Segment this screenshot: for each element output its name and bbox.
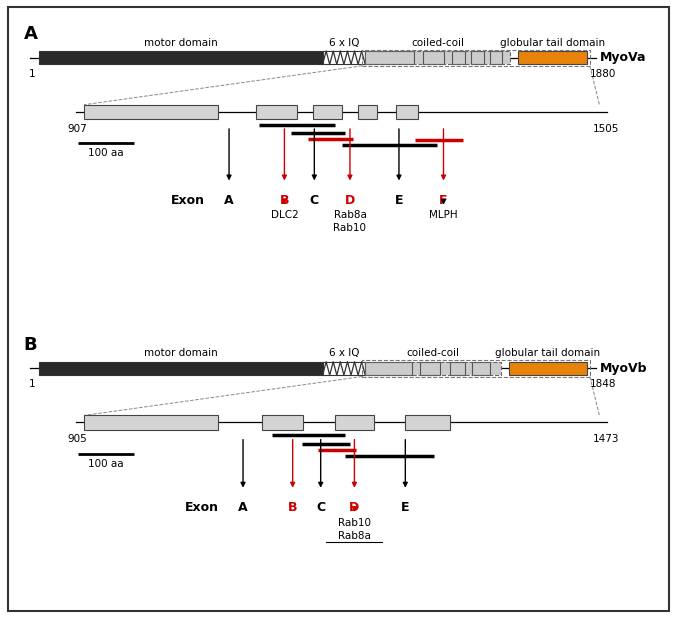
Text: globular tail domain: globular tail domain [496, 349, 600, 358]
Bar [357, 104, 376, 119]
Bar [39, 51, 323, 64]
Text: F: F [439, 193, 447, 206]
Bar [420, 362, 440, 375]
Text: coiled-coil: coiled-coil [411, 38, 464, 48]
Text: B: B [280, 193, 289, 206]
Bar [256, 104, 297, 119]
Text: 1: 1 [28, 379, 35, 389]
Bar [422, 51, 443, 64]
Text: C: C [310, 193, 319, 206]
Text: 100 aa: 100 aa [88, 148, 123, 158]
Bar [472, 362, 490, 375]
Text: 6 x IQ: 6 x IQ [328, 38, 359, 48]
Text: Exon: Exon [185, 501, 219, 514]
Bar [39, 362, 323, 375]
Text: motor domain: motor domain [144, 349, 218, 358]
Text: globular tail domain: globular tail domain [500, 38, 605, 48]
Text: 1473: 1473 [592, 434, 619, 444]
Bar [84, 415, 217, 430]
Text: 1505: 1505 [592, 124, 619, 133]
Bar [365, 362, 412, 375]
Text: Rab8a: Rab8a [338, 531, 371, 541]
Text: A: A [224, 193, 234, 206]
Bar [396, 104, 418, 119]
Text: MyoVa: MyoVa [599, 51, 646, 64]
Text: 1880: 1880 [590, 69, 616, 78]
Text: Rab8a
Rab10: Rab8a Rab10 [334, 210, 366, 233]
Bar [262, 415, 303, 430]
Bar [365, 51, 510, 64]
Text: 1: 1 [28, 69, 35, 78]
Text: A: A [24, 25, 37, 43]
Bar [490, 51, 502, 64]
Text: DLC2: DLC2 [271, 210, 299, 221]
Bar [362, 49, 590, 66]
Bar [335, 415, 374, 430]
Text: Exon: Exon [171, 193, 204, 206]
Text: C: C [316, 501, 325, 514]
Bar [323, 51, 365, 64]
Bar [471, 51, 483, 64]
Bar [365, 362, 501, 375]
Text: 905: 905 [68, 434, 87, 444]
Bar [365, 51, 510, 64]
Bar [84, 104, 217, 119]
Text: B: B [24, 336, 37, 354]
Bar [365, 51, 414, 64]
Bar [365, 362, 501, 375]
Bar [450, 362, 464, 375]
Text: 6 x IQ: 6 x IQ [328, 349, 359, 358]
Text: 907: 907 [68, 124, 87, 133]
Bar [323, 362, 365, 375]
Text: D: D [349, 501, 359, 514]
Bar [518, 51, 587, 64]
Bar [313, 104, 342, 119]
Bar [406, 415, 450, 430]
Text: coiled-coil: coiled-coil [406, 349, 460, 358]
Text: MyoVb: MyoVb [599, 362, 647, 375]
Text: D: D [345, 193, 355, 206]
Text: E: E [401, 501, 410, 514]
Text: B: B [288, 501, 297, 514]
Text: motor domain: motor domain [144, 38, 218, 48]
Bar [509, 362, 587, 375]
Bar [452, 51, 464, 64]
Text: 100 aa: 100 aa [88, 459, 123, 468]
Text: E: E [395, 193, 403, 206]
Text: Rab10: Rab10 [338, 518, 371, 528]
Text: 1848: 1848 [590, 379, 616, 389]
Text: MLPH: MLPH [429, 210, 458, 221]
Bar [362, 360, 590, 376]
Text: A: A [238, 501, 248, 514]
